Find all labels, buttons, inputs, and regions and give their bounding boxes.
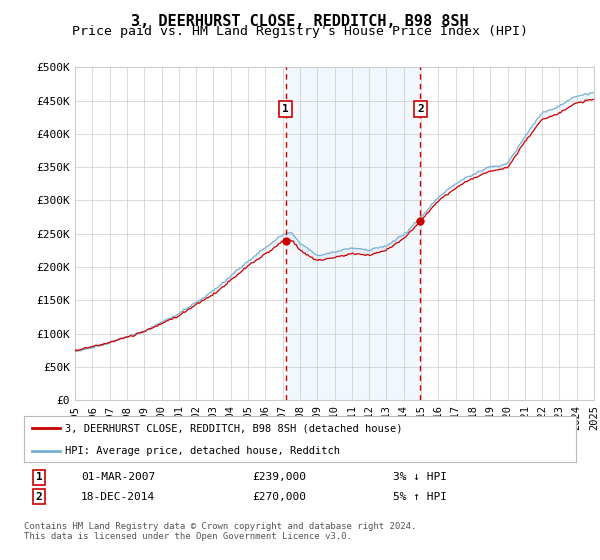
Text: £270,000: £270,000	[252, 492, 306, 502]
Text: Price paid vs. HM Land Registry's House Price Index (HPI): Price paid vs. HM Land Registry's House …	[72, 25, 528, 38]
Text: £239,000: £239,000	[252, 472, 306, 482]
Text: 1: 1	[35, 472, 43, 482]
Text: 2: 2	[417, 104, 424, 114]
Text: 2: 2	[35, 492, 43, 502]
Bar	[286, 67, 421, 400]
Text: Contains HM Land Registry data © Crown copyright and database right 2024.
This d: Contains HM Land Registry data © Crown c…	[24, 522, 416, 542]
Text: 3, DEERHURST CLOSE, REDDITCH, B98 8SH (detached house): 3, DEERHURST CLOSE, REDDITCH, B98 8SH (d…	[65, 423, 403, 433]
Text: 5% ↑ HPI: 5% ↑ HPI	[393, 492, 447, 502]
Text: 3, DEERHURST CLOSE, REDDITCH, B98 8SH: 3, DEERHURST CLOSE, REDDITCH, B98 8SH	[131, 14, 469, 29]
Text: 3% ↓ HPI: 3% ↓ HPI	[393, 472, 447, 482]
Text: 18-DEC-2014: 18-DEC-2014	[81, 492, 155, 502]
Text: 01-MAR-2007: 01-MAR-2007	[81, 472, 155, 482]
Text: 1: 1	[282, 104, 289, 114]
Text: HPI: Average price, detached house, Redditch: HPI: Average price, detached house, Redd…	[65, 446, 340, 455]
